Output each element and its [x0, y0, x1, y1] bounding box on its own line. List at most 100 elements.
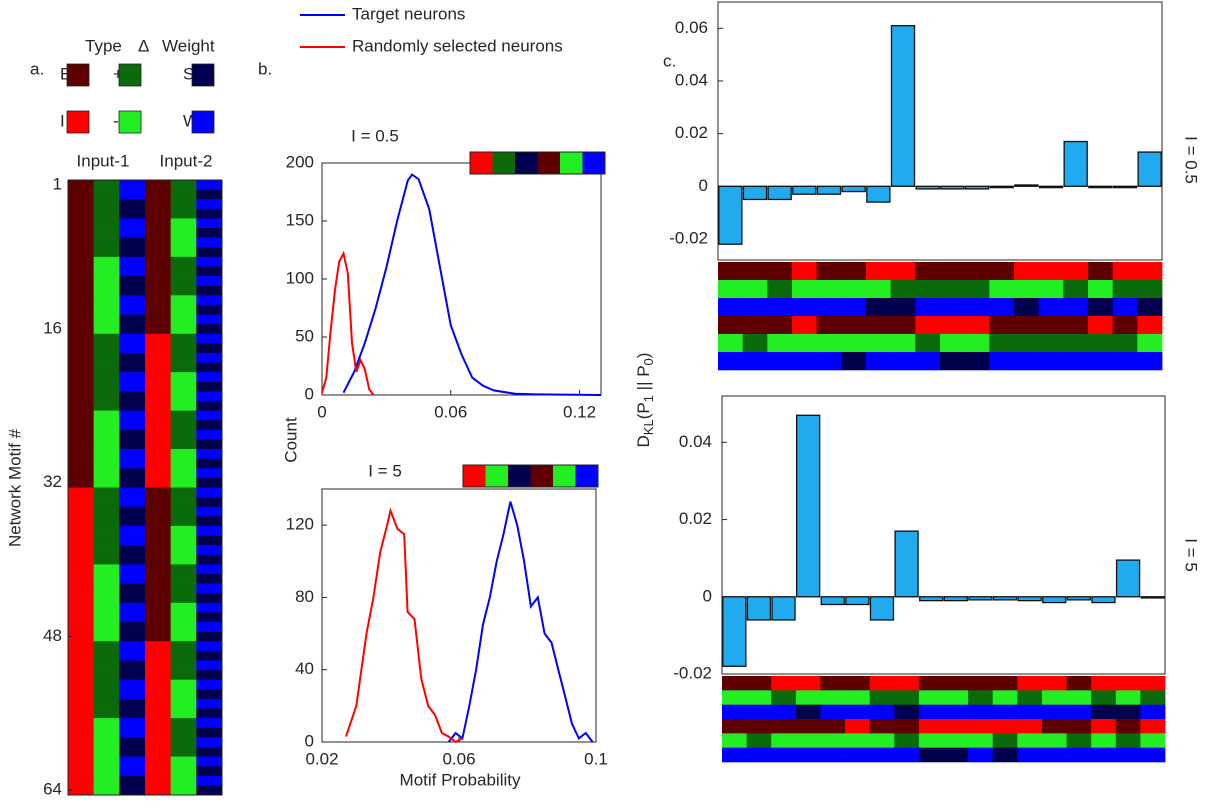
motif-cell [1115, 733, 1141, 748]
chart-title: I = 5 [368, 461, 402, 480]
motif-cell [1140, 690, 1166, 705]
motif-cell [93, 525, 120, 536]
motif-cell [943, 690, 969, 705]
motif-cell [119, 679, 146, 690]
motif-cell [170, 660, 197, 671]
motif-cell [170, 631, 197, 642]
motif-cell [145, 285, 171, 296]
motif-cell [196, 670, 223, 680]
motif-cell [93, 295, 120, 306]
series-line [321, 250, 375, 396]
motif-cell [1038, 352, 1064, 371]
motif-cell [1038, 262, 1064, 281]
y-axis-label-part: ) [634, 353, 653, 359]
motif-cell [119, 506, 146, 517]
motif-cell [68, 439, 94, 450]
motif-cell [119, 449, 146, 459]
bar [968, 596, 993, 601]
motif-cell [119, 228, 146, 238]
motif-cell [119, 612, 146, 623]
motif-cell [170, 381, 197, 392]
motif-cell [119, 343, 146, 354]
motif-cell [718, 262, 744, 281]
motif-cell [119, 208, 146, 219]
group-label: Input-2 [160, 151, 213, 170]
motif-cell [866, 262, 892, 281]
motif-cell [68, 785, 94, 796]
motif-cell [196, 602, 223, 613]
motif-cell [145, 650, 171, 661]
motif-cell [196, 391, 223, 402]
motif-cell [795, 733, 821, 748]
motif-cell [145, 727, 171, 738]
motif-cell [915, 262, 941, 281]
motif-cell [816, 334, 842, 353]
motif-cell [1137, 280, 1163, 299]
bar [964, 185, 990, 190]
y-tick-label: 1 [53, 174, 62, 193]
motif-cell [170, 602, 197, 613]
motif-cell [866, 334, 892, 353]
motif-cell [145, 641, 171, 652]
motif-cell [145, 228, 171, 238]
motif-cell [196, 775, 223, 786]
motif-cell [93, 429, 120, 440]
motif-cell [1041, 719, 1067, 734]
motif-cell [890, 262, 916, 281]
motif-cell [196, 410, 223, 421]
motif-cell [196, 180, 223, 190]
motif-cell [894, 704, 920, 720]
motif-cell [145, 573, 171, 584]
motif-cell [119, 180, 146, 190]
motif-cell [145, 189, 171, 200]
bar [940, 185, 965, 190]
motif-cell [93, 766, 120, 777]
motif-cell [68, 381, 94, 392]
motif-cell [1014, 352, 1040, 371]
motif-cell [816, 298, 842, 317]
motif-cell [170, 487, 197, 498]
motif-cell [742, 262, 768, 281]
motif-cell [68, 564, 94, 575]
motif-cell [68, 247, 94, 258]
motif-cell [196, 218, 223, 229]
motif-cell [196, 564, 223, 575]
motif-cell [890, 352, 916, 371]
motif-cell [170, 718, 197, 729]
motif-cell [841, 262, 867, 281]
motif-cell [771, 704, 797, 720]
bar [866, 185, 891, 203]
motif-cell [869, 704, 895, 720]
motif-cell [145, 266, 171, 277]
motif-cell [170, 304, 197, 315]
axes-box [321, 488, 597, 743]
motif-cell [196, 372, 223, 383]
motif-cell [722, 747, 748, 763]
motif-cell [582, 152, 605, 174]
motif-cell [68, 756, 94, 767]
motif-cell [196, 285, 223, 296]
axes-box [321, 162, 602, 396]
motif-cell [68, 180, 94, 190]
motif-cell [145, 583, 171, 594]
motif-cell [170, 237, 197, 248]
strip-frame [469, 151, 606, 175]
motif-cell [119, 295, 146, 306]
motif-cell [968, 747, 994, 763]
motif-cell [196, 401, 223, 411]
motif-cell [560, 152, 583, 174]
motif-cell [119, 189, 146, 200]
motif-cell [463, 465, 486, 487]
motif-cell [145, 718, 171, 729]
motif-cell [93, 314, 120, 325]
motif-cell [820, 747, 846, 763]
motif-cell [145, 545, 171, 556]
y-axis-label-part: || P [634, 365, 653, 395]
motif-cell [119, 698, 146, 709]
motif-cell [93, 650, 120, 661]
motif-cell [795, 690, 821, 705]
motif-cell [170, 554, 197, 565]
axes-box [717, 1, 1163, 261]
motif-cell [93, 285, 120, 296]
motif-cell [1014, 334, 1040, 353]
